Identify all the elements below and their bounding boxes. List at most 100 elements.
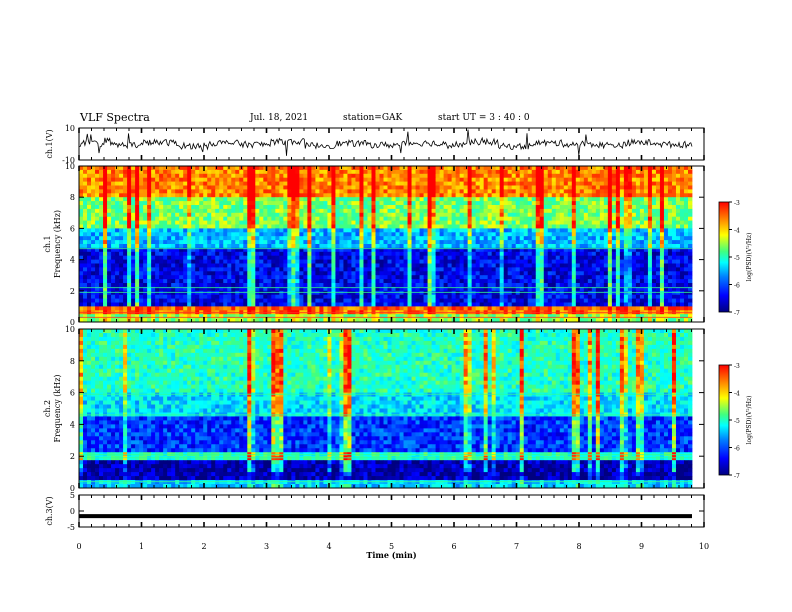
spectrogram-cell (371, 267, 376, 272)
spectrogram-cell (575, 189, 581, 194)
start-time-label: start UT = 3 : 40 : 0 (438, 113, 530, 123)
spectrogram-cell (555, 275, 561, 280)
spectrogram-cell (567, 267, 573, 272)
spectrogram-cell (387, 263, 392, 268)
spectrogram-cell (391, 197, 396, 202)
spectrogram-cell (423, 275, 428, 280)
spectrogram-cell (327, 247, 332, 253)
spectrogram-cell (347, 224, 352, 229)
spectrogram-cell (395, 286, 400, 292)
spectrogram-cell (103, 216, 108, 221)
spectrogram-cell (283, 193, 288, 198)
spectrogram-cell (355, 212, 360, 218)
spectrogram-cell (291, 166, 296, 171)
spectrogram-cell (167, 193, 172, 198)
spectrogram-cell (451, 224, 457, 229)
spectrogram-cell (219, 224, 224, 229)
spectrogram-cell (639, 201, 645, 206)
spectrogram-cell (247, 166, 252, 171)
spectrogram-cell (675, 208, 681, 214)
spectrogram-cell (627, 232, 633, 237)
spectrogram-cell (599, 173, 605, 179)
spectrogram-cell (619, 185, 625, 190)
spectrogram-cell (207, 193, 212, 198)
spectrogram-cell (651, 275, 657, 280)
spectrogram-cell (687, 228, 693, 233)
spectrogram-cell (571, 251, 577, 257)
spectrogram-cell (255, 236, 260, 241)
spectrogram-cell (267, 173, 272, 179)
spectrogram-cell (163, 290, 168, 296)
spectrogram-cell (659, 193, 665, 198)
spectrogram-cell (119, 201, 124, 206)
spectrogram-cell (211, 251, 216, 257)
spectrogram-cell (459, 283, 465, 288)
spectrogram-cell (379, 271, 384, 276)
spectrogram-cell (643, 193, 649, 198)
spectrogram-cell (203, 236, 208, 241)
spectrogram-cell (267, 290, 272, 296)
spectrogram-cell (659, 185, 665, 190)
spectrogram-cell (411, 216, 416, 221)
spectrogram-cell (479, 181, 485, 186)
spectrogram-cell (127, 290, 132, 296)
spectrogram-cell (443, 251, 448, 257)
spectrogram-cell (103, 228, 108, 233)
spectrogram-cell (219, 197, 224, 202)
spectrogram-cell (163, 224, 168, 229)
spectrogram-cell (191, 185, 196, 190)
spectrogram-cell (183, 271, 188, 276)
spectrogram-cell (223, 189, 228, 194)
spectrogram-cell (619, 205, 625, 210)
spectrogram-cell (219, 177, 224, 182)
spectrogram-cell (295, 185, 300, 190)
spectrogram-cell (311, 232, 316, 237)
spectrogram-cell (511, 228, 517, 233)
spectrogram-cell (447, 275, 453, 280)
spectrogram-cell (99, 166, 104, 171)
spectrogram-cell (383, 267, 388, 272)
spectrogram-cell (287, 224, 292, 229)
spectrogram-cell (563, 228, 569, 233)
spectrogram-cell (431, 247, 436, 253)
spectrogram-cell (187, 275, 192, 280)
spectrogram-cell (595, 247, 601, 253)
spectrogram-cell (679, 212, 685, 218)
spectrogram-cell (587, 224, 593, 229)
spectrogram-cell (199, 208, 204, 214)
spectrogram-cell (495, 286, 501, 292)
spectrogram-cell (207, 240, 212, 245)
spectrogram-cell (231, 232, 236, 237)
spectrogram-cell (467, 201, 473, 206)
spectrogram-cell (207, 263, 212, 268)
spectrogram-cell (87, 244, 92, 249)
spectrogram-cell (431, 290, 436, 296)
spectrogram-cell (283, 286, 288, 292)
spectrogram-cell (527, 216, 533, 221)
spectrogram-cell (323, 169, 328, 175)
spectrogram-cell (403, 181, 408, 186)
spectrogram-cell (255, 286, 260, 292)
spectrogram-cell (295, 181, 300, 186)
spectrogram-cell (651, 247, 657, 253)
spectrogram-cell (271, 189, 276, 194)
spectrogram-cell (159, 255, 164, 260)
spectrogram-cell (431, 275, 436, 280)
spectrogram-cell (675, 216, 681, 221)
spectrogram-cell (279, 205, 284, 210)
spectrogram-cell (111, 279, 116, 284)
spectrogram-cell (311, 251, 316, 257)
spectrogram-cell (343, 201, 348, 206)
spectrogram-cell (491, 247, 497, 253)
spectrogram-cell (639, 197, 645, 202)
spectrogram-cell (179, 205, 184, 210)
spectrogram-cell (543, 247, 549, 253)
spectrogram-cell (315, 283, 320, 288)
spectrogram-cell (251, 212, 256, 218)
spectrogram-cell (547, 208, 553, 214)
spectrogram-cell (363, 208, 368, 214)
spectrogram-cell (411, 247, 416, 253)
spectrogram-cell (651, 228, 657, 233)
spectrogram-cell (211, 208, 216, 214)
spectrogram-cell (143, 205, 148, 210)
